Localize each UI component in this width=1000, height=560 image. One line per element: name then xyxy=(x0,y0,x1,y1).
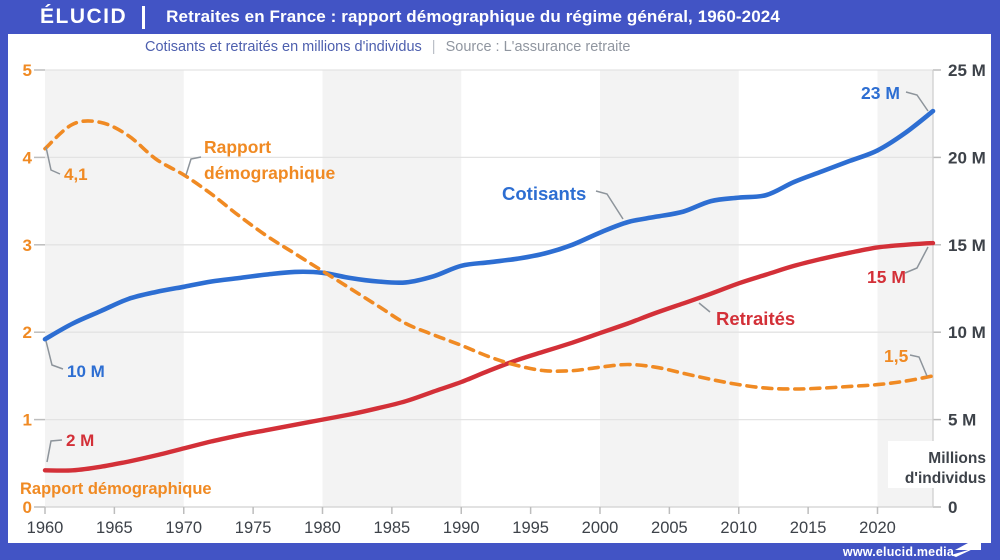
left-axis-tick-label: 3 xyxy=(23,236,32,255)
right-axis-caption-box xyxy=(888,441,990,488)
rapport-line-label: Rapport démographique xyxy=(204,137,336,183)
x-axis-tick-label: 1980 xyxy=(304,519,341,537)
chart-title: Retraites en France : rapport démographi… xyxy=(166,7,780,26)
left-axis-tick-label: 5 xyxy=(23,61,32,80)
x-axis-tick-label: 2005 xyxy=(651,519,688,537)
left-axis-caption: Rapport démographique xyxy=(20,480,212,498)
left-axis-tick-label: 0 xyxy=(23,498,32,517)
retraites-start-value-connector xyxy=(46,439,63,463)
x-axis-tick-label: 2020 xyxy=(859,519,896,537)
cotisants-line xyxy=(42,108,936,342)
retraites-end-value: 15 M xyxy=(867,267,906,287)
source-text: Source : L'assurance retraite xyxy=(445,39,631,55)
ratio-end-value: 1,5 xyxy=(884,346,909,366)
frame-border-right xyxy=(991,0,1000,560)
subtitle-row: Cotisants et retraités en millions d'ind… xyxy=(8,34,991,60)
right-axis-tick-label: 5 M xyxy=(948,411,976,430)
left-axis-tick-label: 1 xyxy=(23,411,32,430)
cotisants-start-value-connector xyxy=(45,340,64,370)
cotisants-start-value: 10 M xyxy=(67,362,105,381)
rapport-demographique-line xyxy=(43,119,935,391)
rapport-line-label-connector xyxy=(185,156,202,176)
x-axis-tick-label: 2015 xyxy=(790,519,827,537)
x-axis-tick-label: 1995 xyxy=(512,519,549,537)
x-axis-tick-label: 1970 xyxy=(165,519,202,537)
footer-url: www.elucid.media xyxy=(842,545,954,559)
right-axis-caption: Millions d'individus xyxy=(905,450,986,487)
cotisants-line-label: Cotisants xyxy=(502,183,586,204)
ratio-start-value-connector xyxy=(45,146,61,175)
retraites-start-value: 2 M xyxy=(66,431,94,450)
frame-border-left xyxy=(0,0,8,560)
header-bar: ÉLUCID Retraites en France : rapport dém… xyxy=(0,0,1000,34)
x-axis-tick-label: 2010 xyxy=(720,519,757,537)
x-axis-tick-label: 1985 xyxy=(374,519,411,537)
elucid-flag-icon xyxy=(951,536,981,557)
left-axis-tick-label: 4 xyxy=(23,148,33,167)
right-axis-tick-label: 15 M xyxy=(948,236,986,255)
decade-stripe xyxy=(600,70,739,507)
left-axis-tick-label: 2 xyxy=(23,323,32,342)
subtitle-separator: | xyxy=(431,39,436,55)
footer-bar: www.elucid.media xyxy=(0,536,1000,560)
decade-stripe xyxy=(322,70,462,507)
x-axis-tick-label: 1990 xyxy=(443,519,480,537)
right-axis-tick-label: 20 M xyxy=(948,148,986,167)
x-axis-tick-label: 1960 xyxy=(27,519,64,537)
header-divider xyxy=(142,5,146,29)
brand-logo: ÉLUCID xyxy=(40,5,128,28)
retraites-line-label: Retraités xyxy=(716,308,795,329)
x-axis-tick-label: 1965 xyxy=(96,519,133,537)
cotisants-line-label-connector xyxy=(595,190,624,220)
ratio-start-value: 4,1 xyxy=(64,165,88,184)
cotisants-end-value-connector xyxy=(905,91,929,112)
cotisants-end-value: 23 M xyxy=(861,83,900,103)
right-axis-tick-label: 10 M xyxy=(948,323,986,342)
x-axis-tick-label: 1975 xyxy=(235,519,272,537)
right-axis-tick-label: 0 xyxy=(948,498,957,517)
ratio-end-value-connector xyxy=(909,354,928,377)
retraites-line xyxy=(42,240,936,473)
right-axis-tick-label: 25 M xyxy=(948,61,986,80)
decade-stripe xyxy=(45,70,184,507)
chart-subtitle: Cotisants et retraités en millions d'ind… xyxy=(145,39,422,55)
retraites-line-label-connector xyxy=(698,302,711,313)
x-axis-tick-label: 2000 xyxy=(582,519,619,537)
retraites-end-value-connector xyxy=(904,246,929,274)
